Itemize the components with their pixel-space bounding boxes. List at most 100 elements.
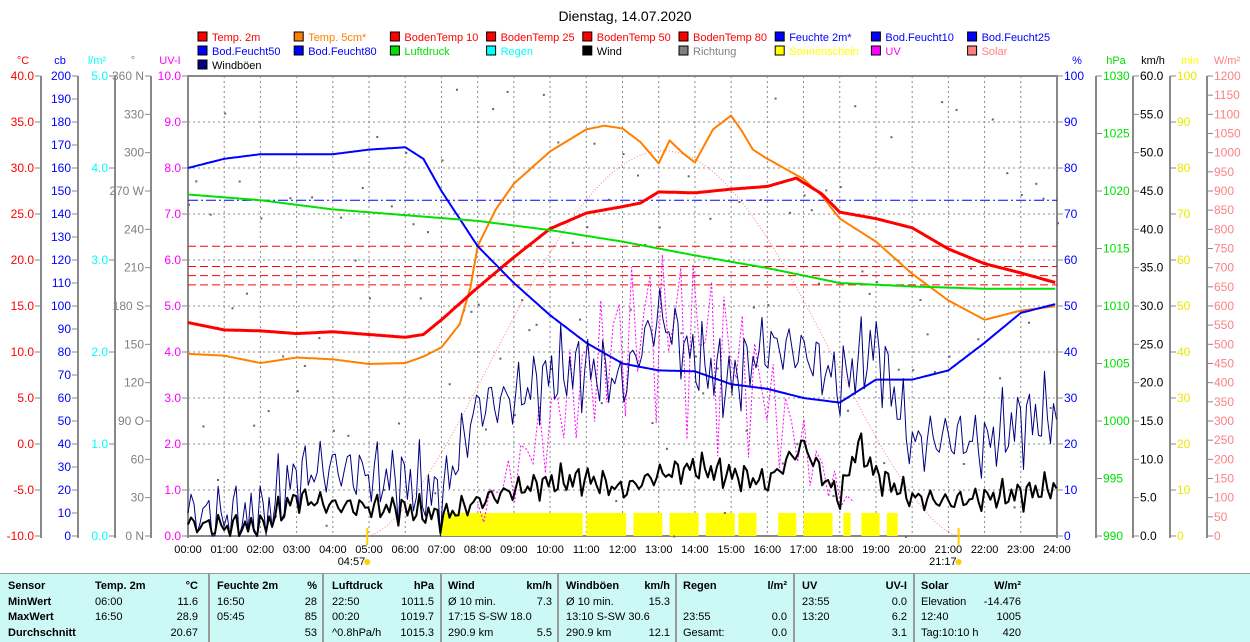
tick-label-solar: 1200 xyxy=(1214,69,1241,83)
sunshine-bar xyxy=(586,513,627,536)
table-cell: Durchschnitt xyxy=(8,626,76,639)
direction-dot xyxy=(347,434,350,437)
x-tick-label: 03:00 xyxy=(283,544,311,556)
table-cell: 23:55 xyxy=(683,611,711,623)
tick-label-solar: 950 xyxy=(1214,165,1234,179)
legend-label: Bod.Feucht25 xyxy=(982,32,1051,44)
direction-dot xyxy=(745,429,748,432)
direction-dot xyxy=(774,97,777,100)
direction-dot xyxy=(1035,182,1038,185)
series-wind xyxy=(187,432,1058,537)
tick-label-wind: 25.0 xyxy=(1140,337,1164,351)
direction-dot xyxy=(810,209,813,212)
axis-unit-dir: ° xyxy=(131,55,135,67)
direction-dot xyxy=(477,303,480,306)
direction-dot xyxy=(912,369,915,372)
tick-label-solar: 100 xyxy=(1214,491,1234,505)
direction-dot xyxy=(970,267,973,270)
legend-swatch xyxy=(582,45,593,56)
table-cell: 16:50 xyxy=(217,595,245,608)
table-divider xyxy=(208,574,210,642)
direction-dot xyxy=(361,187,364,190)
direction-dot xyxy=(861,270,864,273)
tick-label-cb: 0 xyxy=(64,529,71,543)
direction-dot xyxy=(680,332,683,335)
tick-label-cb: 40 xyxy=(58,437,72,451)
tick-label-solar: 700 xyxy=(1214,261,1234,275)
legend-label: BodenTemp 50 xyxy=(597,32,671,44)
tick-label-dir: 180 S xyxy=(113,299,144,313)
legend-swatch xyxy=(678,45,689,56)
direction-dot xyxy=(564,489,567,492)
table-cell: 05:45 xyxy=(217,611,245,623)
series-temp-2m xyxy=(187,176,1056,339)
table-header: Regen xyxy=(683,580,717,592)
direction-dot xyxy=(665,447,668,450)
legend-label: Sonnenschein xyxy=(789,46,859,58)
x-tick-label: 11:00 xyxy=(573,544,600,556)
direction-dot xyxy=(673,535,676,538)
direction-dot xyxy=(586,226,589,229)
table-cell: 13:10 S-SW 30.6 xyxy=(566,611,650,623)
series-luftdruck xyxy=(187,193,1056,290)
tick-label-wind: 55.0 xyxy=(1140,107,1164,121)
direction-dot xyxy=(999,377,1002,380)
tick-label-cb: 50 xyxy=(58,414,72,428)
tick-label-cb: 130 xyxy=(51,230,71,244)
tick-label-temp: 40.0 xyxy=(11,69,35,83)
direction-dot xyxy=(470,310,473,313)
x-tick-label: 06:00 xyxy=(391,544,419,556)
tick-label-rain: 1.0 xyxy=(91,437,108,451)
direction-dot xyxy=(1020,193,1023,196)
tick-label-wind: 20.0 xyxy=(1140,376,1164,390)
tick-label-temp: 25.0 xyxy=(11,207,35,221)
table-header: Sensor xyxy=(8,580,46,592)
tick-label-solar: 1150 xyxy=(1214,88,1240,102)
table-cell: 22:50 xyxy=(332,595,360,608)
axis-unit-cb: cb xyxy=(54,55,66,67)
direction-dot xyxy=(868,292,871,295)
tick-label-cb: 30 xyxy=(58,460,72,474)
table-cell: Ø 10 min. xyxy=(448,595,496,608)
direction-dot xyxy=(846,409,849,412)
tick-label-wind: 30.0 xyxy=(1140,299,1164,313)
direction-dot xyxy=(521,299,524,302)
direction-dot xyxy=(926,333,929,336)
table-cell: 11.6 xyxy=(177,595,198,608)
direction-dot xyxy=(405,151,408,154)
tick-label-dir: 240 xyxy=(124,222,144,236)
direction-dot xyxy=(492,108,495,111)
tick-label-cb: 80 xyxy=(58,345,72,359)
table-cell: Gesamt: xyxy=(683,626,725,639)
tick-label-wind: 0.0 xyxy=(1140,529,1157,543)
table-cell: 53 xyxy=(304,626,317,639)
table-cell: 1015.3 xyxy=(400,626,434,639)
direction-dot xyxy=(571,241,574,244)
direction-dot xyxy=(702,392,705,395)
direction-dot xyxy=(962,462,965,465)
tick-label-hum: 90 xyxy=(1064,115,1078,129)
table-cell: ^0.8hPa/h xyxy=(332,626,382,639)
direction-dot xyxy=(825,189,828,192)
x-tick-label: 23:00 xyxy=(1007,544,1035,556)
tick-label-hum: 80 xyxy=(1064,161,1078,175)
direction-dot xyxy=(854,105,857,108)
tick-label-solar: 650 xyxy=(1214,280,1234,294)
x-tick-label: 18:00 xyxy=(826,544,854,556)
table-header: hPa xyxy=(413,580,434,592)
direction-dot xyxy=(955,108,958,111)
direction-dot xyxy=(933,371,936,374)
sunshine-bar xyxy=(738,513,757,536)
chart-title: Dienstag, 14.07.2020 xyxy=(558,8,691,24)
tick-label-uv: 10.0 xyxy=(158,69,182,83)
table-cell: MinWert xyxy=(8,595,52,608)
direction-dot xyxy=(289,197,292,200)
legend-label: Bod.Feucht80 xyxy=(308,46,377,58)
tick-label-sun: 50 xyxy=(1177,299,1191,313)
tick-label-solar: 600 xyxy=(1214,299,1234,313)
direction-dot xyxy=(875,281,878,284)
direction-dot xyxy=(238,180,241,183)
table-cell: 6.2 xyxy=(891,611,907,623)
tick-label-solar: 150 xyxy=(1214,472,1234,486)
table-cell: Elevation xyxy=(921,595,967,608)
